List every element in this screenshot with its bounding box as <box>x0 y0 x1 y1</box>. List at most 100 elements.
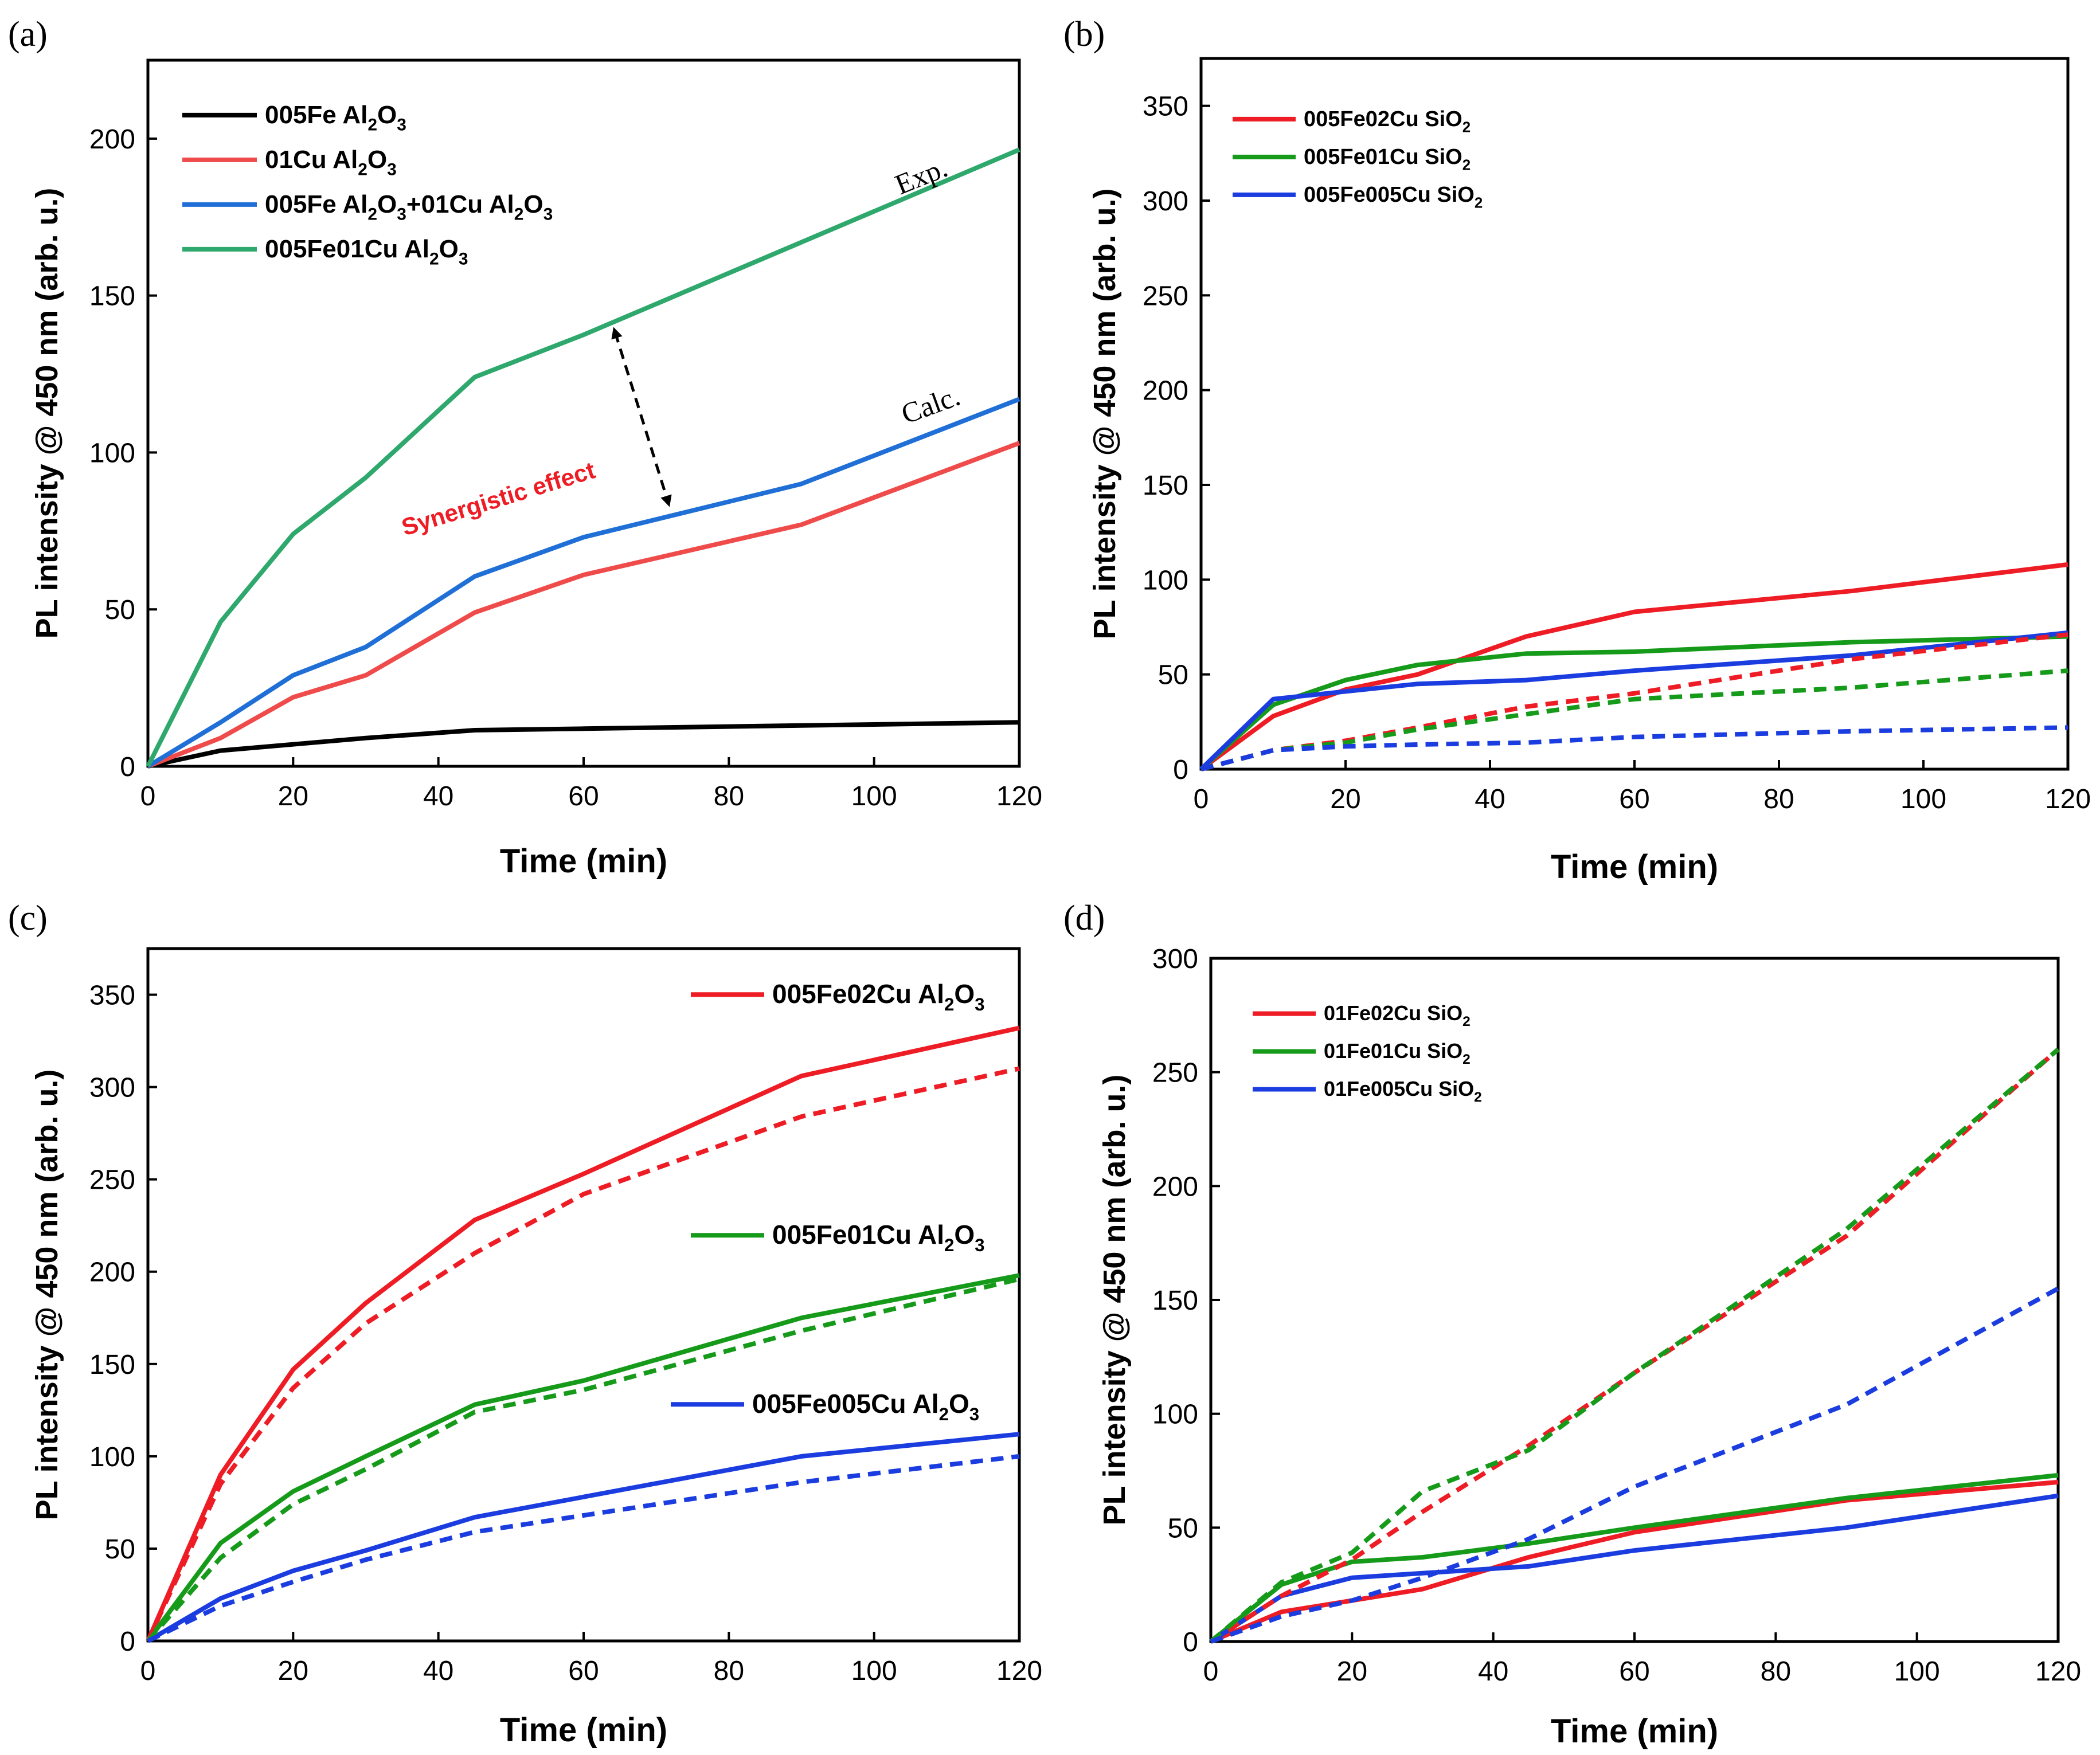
x-tick-label: 120 <box>996 781 1042 812</box>
y-tick-label: 150 <box>1152 1286 1198 1316</box>
panel-c-frame <box>146 947 1021 1643</box>
series-line-005fe-al2o3-01cu-al2o3 <box>146 397 1020 769</box>
legend-label-part: 2 <box>1462 158 1471 174</box>
legend-label-1: 005Fe02Cu SiO2 <box>1304 107 1471 136</box>
series-line-01cu-al2o3 <box>147 441 1020 769</box>
y-tick-label: 150 <box>89 281 135 312</box>
x-tick-label: 60 <box>1619 784 1649 814</box>
x-tick-label: 40 <box>1475 784 1505 814</box>
y-tick-label: 50 <box>105 1534 135 1565</box>
panel-c-xlabel: Time (min) <box>500 1711 667 1749</box>
y-tick-label: 200 <box>89 1258 135 1288</box>
legend-label-part: 005Fe01Cu Al <box>265 235 429 263</box>
series-line-01fe01cu-sio2-calc <box>1209 1047 2060 1644</box>
series-line-005fe01cu-al2o3 <box>146 147 1020 767</box>
legend-label-part: 005Fe02Cu SiO <box>1304 107 1462 131</box>
legend-label-part: 005Fe Al <box>265 101 367 129</box>
legend-label-4: 005Fe01Cu Al2O3 <box>265 235 468 268</box>
panel-c-series <box>146 1025 1020 1643</box>
y-tick-label: 350 <box>1143 92 1188 122</box>
y-tick-label: 0 <box>1173 755 1188 785</box>
x-tick-label: 40 <box>423 1656 453 1686</box>
legend-label-part: 005Fe Al <box>265 190 367 218</box>
legend-label-part: 2 <box>367 205 377 224</box>
panel-d-xlabel: Time (min) <box>1551 1713 1718 1750</box>
legend-label-3: 01Fe005Cu SiO2 <box>1324 1077 1482 1105</box>
series-line-01fe005cu-sio2-calc <box>1210 1286 2059 1644</box>
x-tick-label: 40 <box>1478 1656 1508 1687</box>
legend-label-part: 3 <box>397 115 406 134</box>
series-line-005fe005cu-sio2-calc <box>1200 725 2068 771</box>
x-tick-label: 40 <box>423 781 453 812</box>
legend-label-part: O <box>439 235 459 263</box>
y-tick-label: 150 <box>89 1350 135 1380</box>
legend-label-part: 3 <box>975 994 984 1014</box>
x-tick-label: 0 <box>140 781 156 812</box>
x-tick-label: 60 <box>568 1656 599 1686</box>
legend-label-part: 005Fe01Cu SiO <box>1304 145 1462 169</box>
panel-d: (d) 0 20 40 60 80 100 120 0 50 100 150 200 250 300 01… <box>1063 899 2081 1750</box>
legend-label-part: 005Fe02Cu Al <box>772 979 944 1009</box>
legend-label-part: O <box>954 979 975 1009</box>
legend-label-part: 2 <box>1462 120 1471 136</box>
x-tick-label: 100 <box>851 1656 897 1686</box>
panel-d-ticks: 0 20 40 60 80 100 120 0 50 100 150 200 250 300 <box>1152 944 2081 1687</box>
series-line-005fe02cu-al2o3 <box>146 1025 1020 1642</box>
panel-a-series <box>146 147 1020 769</box>
legend-label-1: 005Fe02Cu Al2O3 <box>772 979 985 1014</box>
legend-label-part: 3 <box>387 160 397 179</box>
legend-label-part: 005Fe005Cu Al <box>752 1389 939 1419</box>
x-tick-label: 80 <box>714 781 744 812</box>
y-tick-label: 100 <box>89 438 135 468</box>
x-tick-label: 80 <box>1763 784 1794 814</box>
legend-label-3: 005Fe005Cu Al2O3 <box>752 1389 979 1424</box>
legend-label-part: O <box>954 1220 975 1249</box>
x-tick-label: 60 <box>1619 1656 1649 1687</box>
legend-label-2: 005Fe01Cu SiO2 <box>1304 145 1471 174</box>
x-tick-label: 60 <box>568 781 599 812</box>
series-line-01fe005cu-sio2 <box>1209 1493 2059 1644</box>
panel-b-ticks: 0 20 40 60 80 100 120 0 50 100 150 200 250 300 350 <box>1143 92 2091 814</box>
legend-label-part: 2 <box>1462 1014 1471 1029</box>
x-tick-label: 100 <box>851 781 897 812</box>
legend-label-2: 01Fe01Cu SiO2 <box>1324 1039 1471 1067</box>
panel-a-label: (a) <box>8 15 48 54</box>
panel-c-ticks: 0 20 40 60 80 100 120 0 50 100 150 200 250 300 350 <box>89 981 1042 1686</box>
x-tick-label: 80 <box>1761 1656 1791 1687</box>
x-tick-label: 120 <box>996 1656 1042 1686</box>
panel-b: (b) 0 20 40 60 80 100 120 0 50 100 150 200 250 300 350… <box>1063 15 2091 886</box>
legend-label-part: 2 <box>944 994 954 1014</box>
x-tick-label: 20 <box>278 1656 308 1686</box>
legend-label-part: 3 <box>975 1235 984 1255</box>
panel-d-ylabel: PL intensity @ 450 nm (arb. u.) <box>1097 1075 1132 1526</box>
legend-label-part: 2 <box>1462 1052 1471 1067</box>
legend-label-3: 005Fe005Cu SiO2 <box>1304 183 1483 211</box>
panel-b-xlabel: Time (min) <box>1551 848 1718 886</box>
y-tick-label: 50 <box>1168 1513 1198 1544</box>
x-tick-label: 20 <box>1337 1656 1367 1687</box>
y-tick-label: 300 <box>1152 944 1198 974</box>
x-tick-label: 80 <box>714 1656 744 1686</box>
y-tick-label: 50 <box>1158 660 1188 691</box>
legend-label-part: 01Cu Al <box>265 146 358 174</box>
series-line-005fe005cu-sio2 <box>1199 630 2068 771</box>
legend-label-part: O <box>377 101 397 129</box>
panel-d-label: (d) <box>1063 899 1105 938</box>
y-tick-label: 150 <box>1143 471 1188 501</box>
synergistic-effect-annotation: Synergistic effect <box>398 456 599 540</box>
legend-label-part: 2 <box>367 115 377 134</box>
x-tick-label: 20 <box>278 781 308 812</box>
legend-label-part: 3 <box>397 205 406 224</box>
legend-label-2: 01Cu Al2O3 <box>265 146 397 179</box>
panel-a-ylabel: PL intensity @ 450 nm (arb. u.) <box>30 188 64 639</box>
x-tick-label: 0 <box>1203 1656 1219 1687</box>
y-tick-label: 100 <box>1152 1400 1198 1430</box>
series-line-01fe02cu-sio2-calc <box>1209 1047 2060 1644</box>
y-tick-label: 250 <box>1152 1058 1198 1088</box>
panel-c-label: (c) <box>8 899 48 938</box>
legend-label-part: O <box>949 1389 969 1419</box>
x-tick-label: 100 <box>1894 1656 1940 1687</box>
synergy-double-arrow <box>611 327 672 507</box>
